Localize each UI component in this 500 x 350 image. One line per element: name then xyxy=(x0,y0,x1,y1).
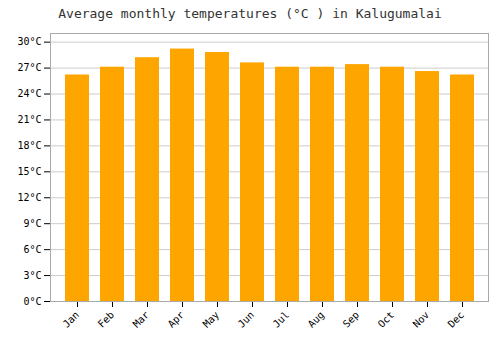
svg-text:Dec: Dec xyxy=(446,309,467,330)
svg-text:0°C: 0°C xyxy=(23,296,41,307)
svg-text:24°C: 24°C xyxy=(17,88,41,99)
svg-text:18°C: 18°C xyxy=(17,140,41,151)
svg-text:3°C: 3°C xyxy=(23,270,41,281)
svg-text:Apr: Apr xyxy=(166,309,187,330)
html-text:Average monthly temperatures (: Average monthly temperatures (°C ) in Ka… xyxy=(58,6,442,21)
svg-text:21°C: 21°C xyxy=(17,114,41,125)
svg-text:12°C: 12°C xyxy=(17,192,41,203)
svg-text:27°C: 27°C xyxy=(17,62,41,73)
svg-text:Aug: Aug xyxy=(306,309,327,330)
svg-text:9°C: 9°C xyxy=(23,218,41,229)
svg-text:Jul: Jul xyxy=(271,309,292,330)
svg-text:Jan: Jan xyxy=(61,309,82,330)
svg-text:6°C: 6°C xyxy=(23,244,41,255)
svg-text:15°C: 15°C xyxy=(17,166,41,177)
svg-text:30°C: 30°C xyxy=(17,36,41,47)
svg-text:May: May xyxy=(201,309,222,330)
svg-text:Sep: Sep xyxy=(341,309,362,330)
svg-text:Feb: Feb xyxy=(96,309,117,330)
svg-text:Nov: Nov xyxy=(411,309,432,330)
svg-text:Jun: Jun xyxy=(236,309,257,330)
svg-text:Oct: Oct xyxy=(376,309,397,330)
svg-text:Mar: Mar xyxy=(131,309,152,330)
